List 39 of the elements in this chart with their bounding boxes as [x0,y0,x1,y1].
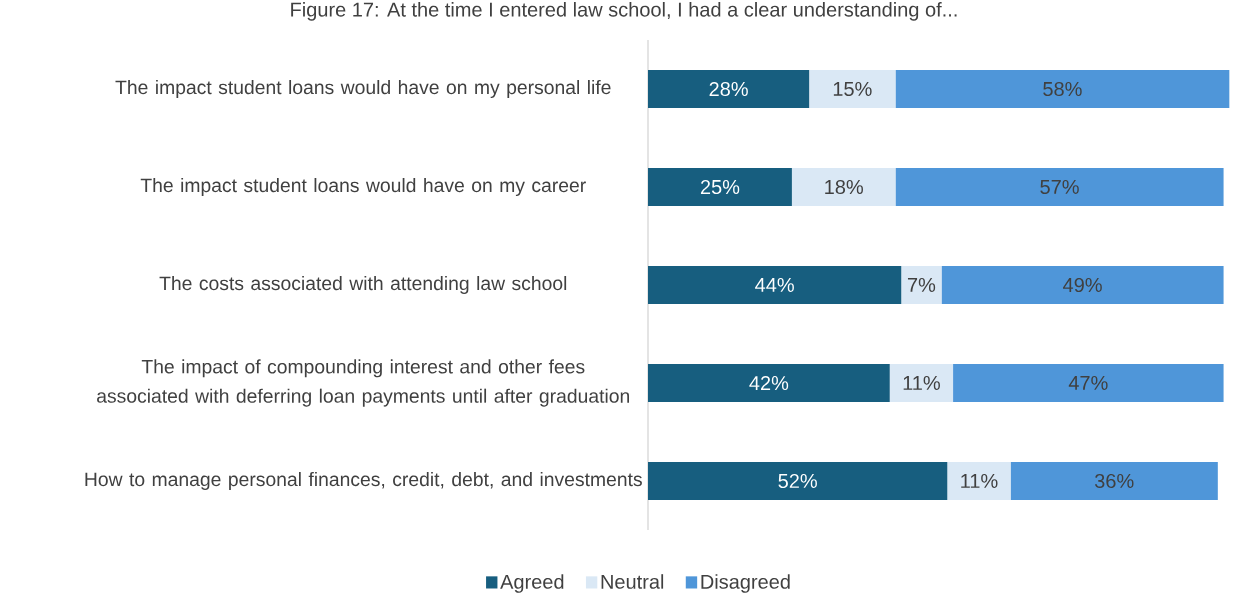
bar [901,266,942,304]
data-label: 36% [1094,473,1134,489]
legend-label: Neutral [601,574,664,589]
data-label: 58% [1043,81,1082,97]
data-label: 28% [709,81,748,97]
data-label: 44% [755,278,794,292]
y-tick-label: The costs associated with attending law school [159,275,567,295]
bar [648,168,792,206]
y-tick-label: The impact student loans would have on my personal life [115,79,611,99]
bar [648,364,890,402]
legend-label: Agreed [500,574,564,593]
legend-label: Disagreed [701,574,790,593]
bar [941,266,1224,304]
data-label: 49% [1063,277,1102,293]
data-label: 42% [749,375,789,391]
data-label: 11% [903,376,940,390]
data-label: 52% [778,473,817,489]
data-label: 15% [833,81,872,97]
bar [648,266,902,304]
bar [648,70,810,109]
data-label: 18% [825,179,863,195]
bar [809,70,896,109]
data-label: 57% [1040,179,1079,195]
y-tick-label: The impact student loans would have on my career [140,177,586,197]
data-label: 7% [907,278,936,292]
data-label: 47% [1068,376,1108,390]
y-tick-label: The impact of compounding interest and other fees associated with deferring loan payments until after graduation [97,359,629,407]
y-tick-label: How to manage personal finances, credit, debt, and investments [85,471,642,491]
bar [889,364,954,402]
bar [895,168,1224,206]
bar [947,461,1011,500]
bar [791,168,896,206]
bar [1010,461,1218,500]
chart-title: Figure 17: At the time I entered law school, I had a clear understanding of... [291,2,957,21]
bar [953,364,1224,402]
bar [648,461,948,500]
data-label: 11% [961,474,998,488]
bar [895,70,1230,109]
data-label: 25% [700,179,740,195]
